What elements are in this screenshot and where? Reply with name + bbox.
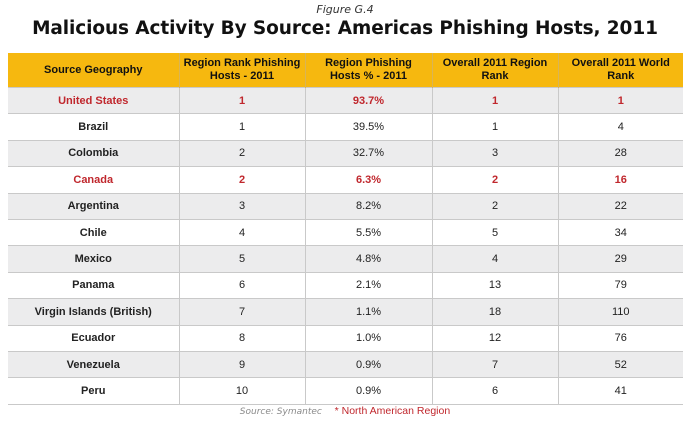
cell-region-rank: 7 [178,298,305,326]
cell-source-geography: Panama [8,271,179,299]
cell-overall-region-rank: 7 [431,350,558,378]
cell-overall-region-rank: 6 [431,377,558,405]
phishing-hosts-table: Source Geography Region Rank Phishing Ho… [8,53,683,405]
cell-region-rank: 6 [178,271,305,299]
cell-overall-region-rank: 4 [431,245,558,273]
cell-world-rank: 79 [557,271,683,299]
table-row: Brazil 1 39.5% 1 4 [8,113,683,141]
cell-region-rank: 9 [178,350,305,378]
cell-overall-region-rank: 18 [431,298,558,326]
cell-world-rank: 16 [557,166,683,194]
cell-world-rank: 52 [557,350,683,378]
cell-world-rank: 1 [557,86,683,114]
cell-source-geography: Chile [8,218,179,246]
cell-world-rank: 41 [557,377,683,405]
table-row: United States 1 93.7% 1 1 [8,86,683,114]
table-row: Chile 4 5.5% 5 34 [8,218,683,246]
cell-region-rank: 3 [178,192,305,220]
cell-region-percent: 6.3% [304,166,432,194]
cell-region-percent: 8.2% [304,192,432,220]
cell-world-rank: 4 [557,113,683,141]
table-row: Mexico 5 4.8% 4 29 [8,245,683,273]
cell-region-rank: 5 [178,245,305,273]
cell-source-geography: Mexico [8,245,179,273]
cell-overall-region-rank: 1 [431,86,558,114]
cell-world-rank: 110 [557,298,683,326]
cell-overall-region-rank: 2 [431,192,558,220]
cell-region-percent: 0.9% [304,377,432,405]
cell-region-percent: 4.8% [304,245,432,273]
footer: Source: Symantec * North American Region [0,405,690,417]
cell-source-geography: Colombia [8,139,179,167]
cell-region-percent: 0.9% [304,350,432,378]
source-note: Source: Symantec [239,407,322,417]
cell-overall-region-rank: 1 [431,113,558,141]
cell-source-geography: United States [8,86,179,114]
cell-region-percent: 1.1% [304,298,432,326]
cell-region-rank: 2 [178,166,305,194]
cell-region-rank: 4 [178,218,305,246]
cell-region-percent: 93.7% [304,86,432,114]
page-title: Malicious Activity By Source: Americas P… [32,18,658,39]
table-row: Colombia 2 32.7% 3 28 [8,139,683,167]
table-row: Panama 6 2.1% 13 79 [8,271,683,299]
cell-region-percent: 2.1% [304,271,432,299]
cell-region-rank: 1 [178,113,305,141]
column-header-source-geography: Source Geography [8,53,180,88]
figure-label: Figure G.4 [316,3,374,16]
column-header-overall-region-rank: Overall 2011 Region Rank [431,53,559,88]
cell-region-rank: 2 [178,139,305,167]
cell-region-rank: 8 [178,324,305,352]
cell-overall-region-rank: 5 [431,218,558,246]
cell-world-rank: 22 [557,192,683,220]
cell-source-geography: Peru [8,377,179,405]
table-body: United States 1 93.7% 1 1 Brazil 1 39.5% 1 4 Colom… [8,86,683,405]
cell-region-percent: 1.0% [304,324,432,352]
cell-world-rank: 28 [557,139,683,167]
table-header: Source Geography Region Rank Phishing Ho… [8,53,683,88]
cell-source-geography: Virgin Islands (British) [8,298,179,326]
cell-source-geography: Ecuador [8,324,179,352]
cell-source-geography: Argentina [8,192,179,220]
cell-region-percent: 39.5% [304,113,432,141]
cell-region-percent: 5.5% [304,218,432,246]
column-header-region-rank: Region Rank Phishing Hosts - 2011 [178,53,306,88]
cell-overall-region-rank: 13 [431,271,558,299]
table-row: Argentina 3 8.2% 2 22 [8,192,683,220]
cell-region-rank: 10 [178,377,305,405]
cell-overall-region-rank: 2 [431,166,558,194]
table-row: Canada 2 6.3% 2 16 [8,166,683,194]
column-header-region-percent: Region Phishing Hosts % - 2011 [304,53,433,88]
cell-region-percent: 32.7% [304,139,432,167]
cell-world-rank: 76 [557,324,683,352]
north-american-note: * North American Region [334,405,451,417]
cell-world-rank: 34 [557,218,683,246]
cell-source-geography: Canada [8,166,179,194]
header-row: Source Geography Region Rank Phishing Ho… [8,53,683,88]
table-row: Venezuela 9 0.9% 7 52 [8,350,683,378]
cell-overall-region-rank: 3 [431,139,558,167]
cell-region-rank: 1 [178,86,305,114]
column-header-world-rank: Overall 2011 World Rank [557,53,683,88]
table-row: Peru 10 0.9% 6 41 [8,377,683,405]
cell-source-geography: Brazil [8,113,179,141]
cell-source-geography: Venezuela [8,350,179,378]
table-row: Virgin Islands (British) 7 1.1% 18 110 [8,298,683,326]
cell-overall-region-rank: 12 [431,324,558,352]
cell-world-rank: 29 [557,245,683,273]
table-row: Ecuador 8 1.0% 12 76 [8,324,683,352]
